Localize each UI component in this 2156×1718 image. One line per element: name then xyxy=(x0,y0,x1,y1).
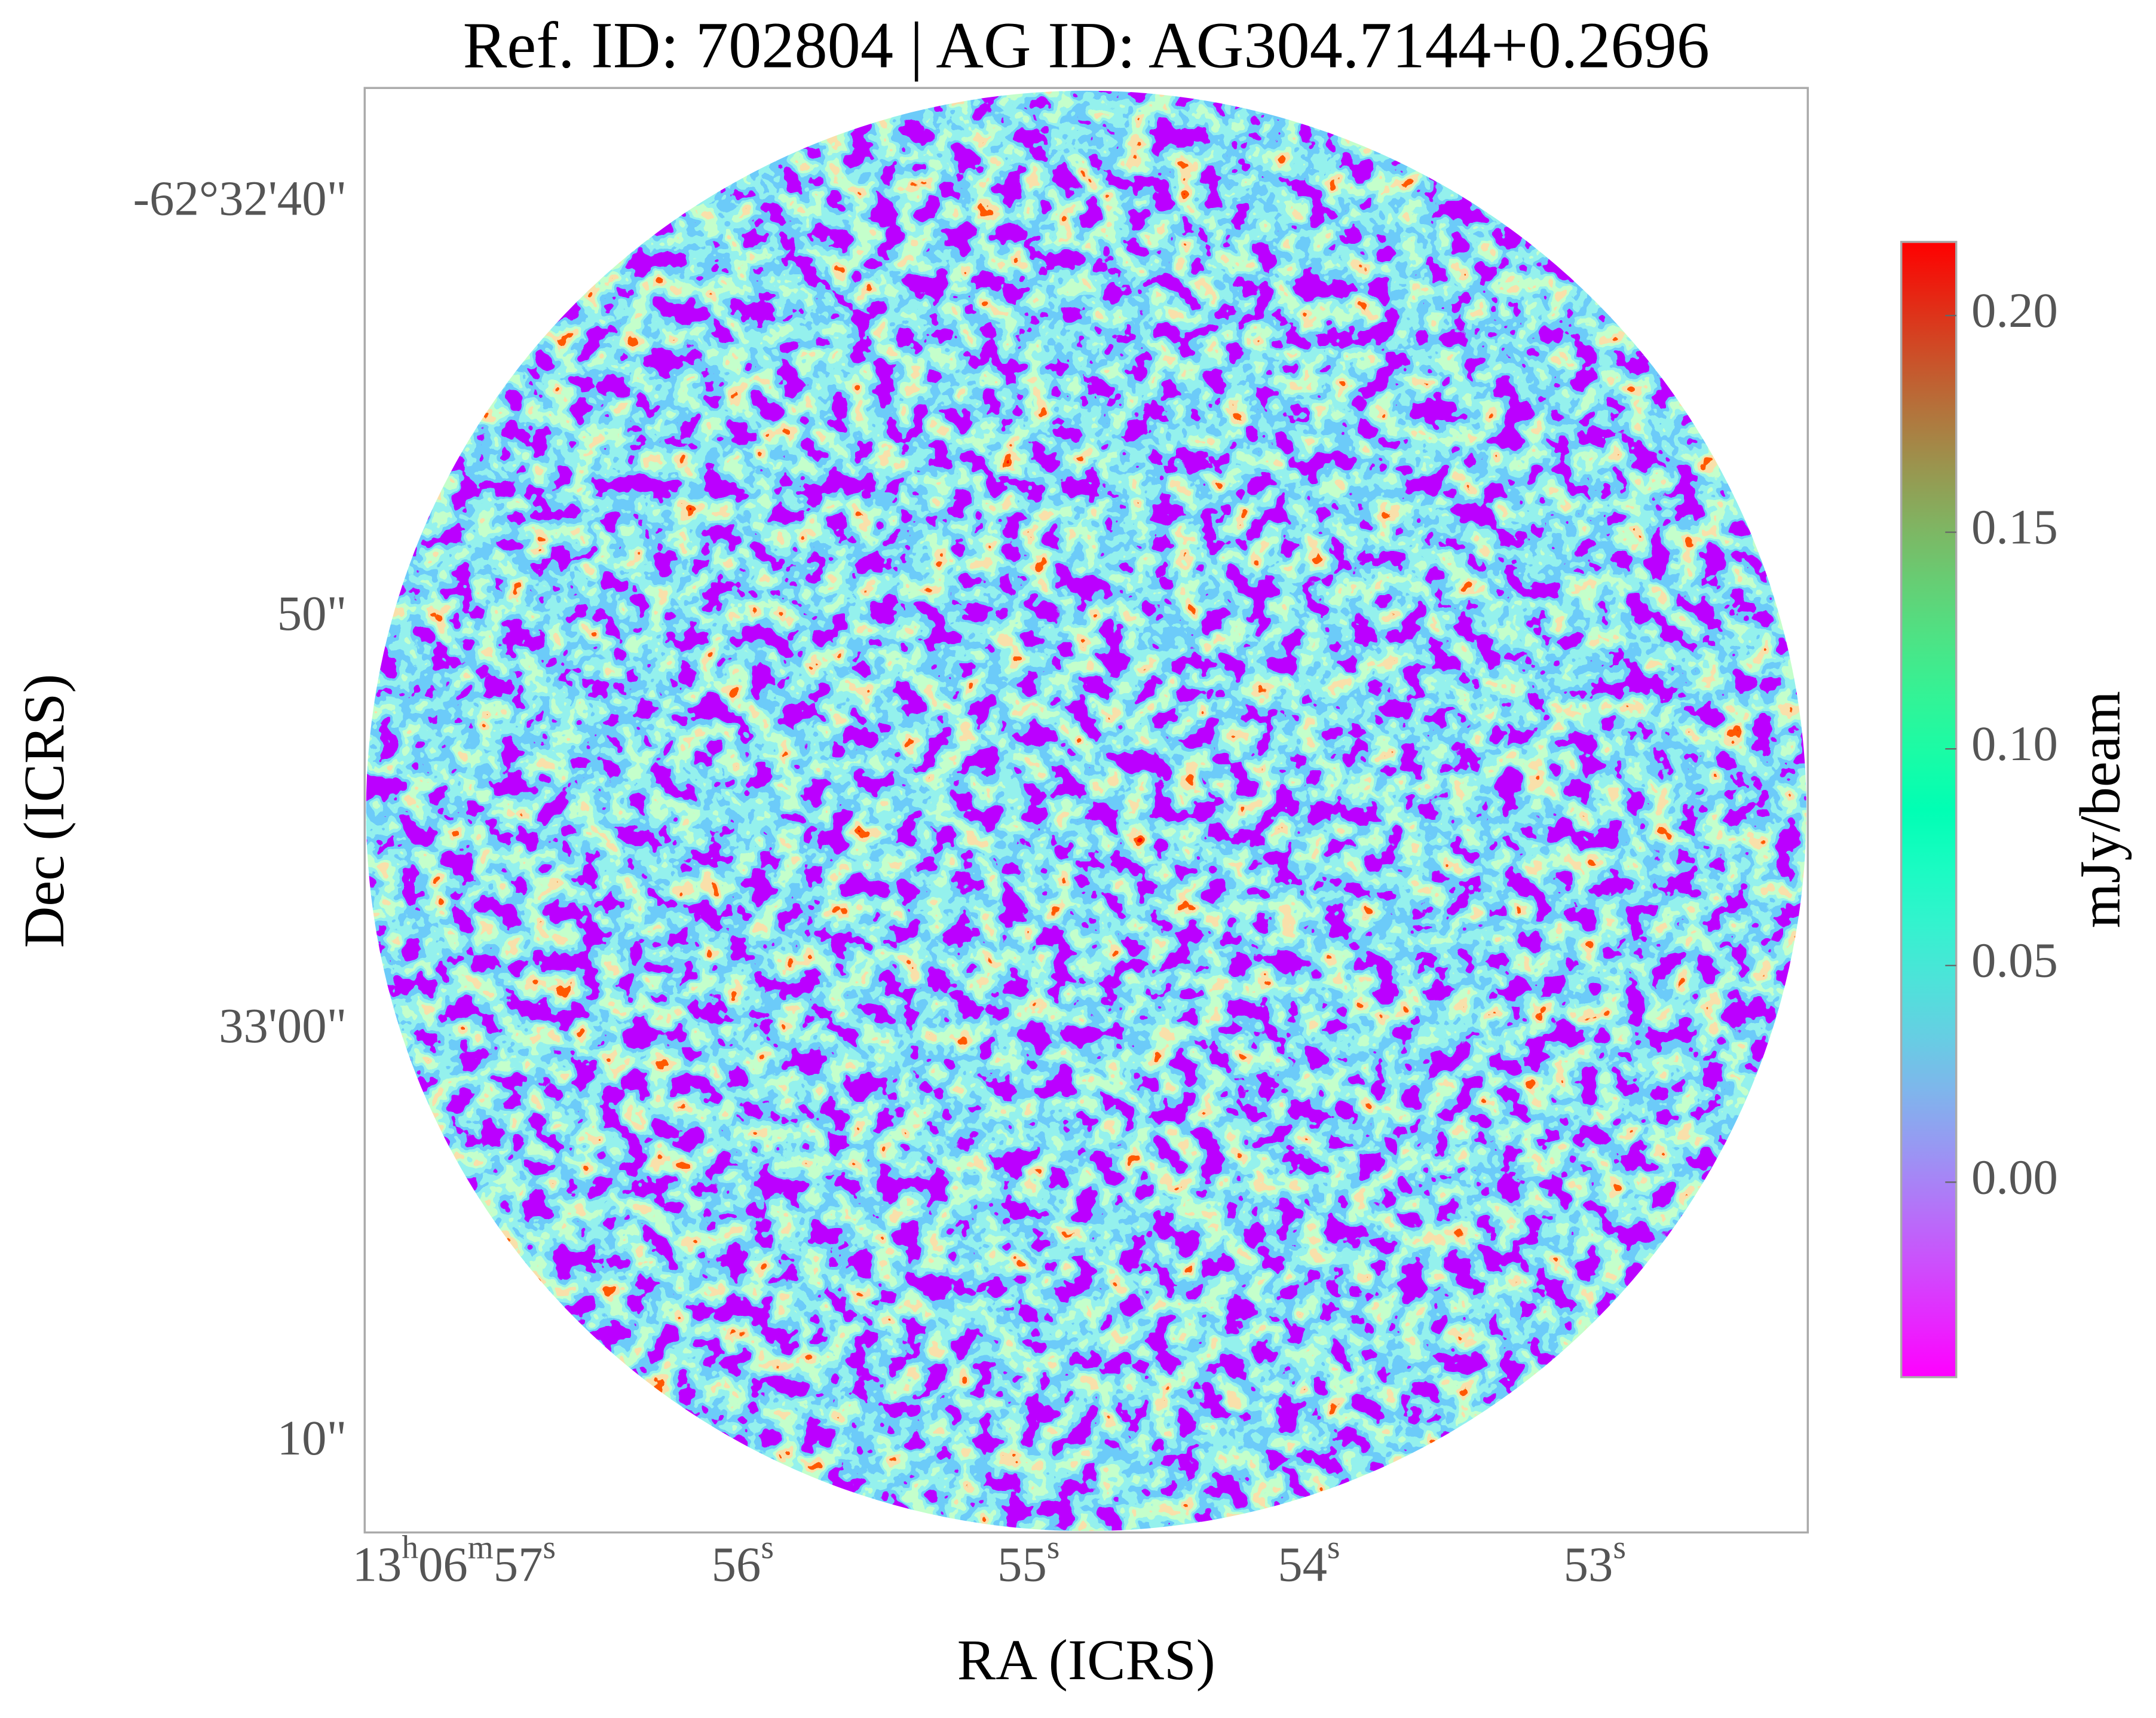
y-tick-label: 33'00" xyxy=(219,998,347,1053)
colorbar-tick-label: 0.10 xyxy=(1971,716,2058,771)
x-axis-label: RA (ICRS) xyxy=(957,1628,1215,1692)
y-axis-label: Dec (ICRS) xyxy=(12,674,76,948)
x-tick-label: 56s​ xyxy=(712,1529,774,1592)
x-tick-label: 55s​ xyxy=(997,1529,1059,1592)
colorbar-tick-label: 0.05 xyxy=(1971,933,2058,988)
y-tick-label: -62°32'40" xyxy=(133,170,347,225)
chart-title: Ref. ID: 702804 | AG ID: AG304.7144+0.26… xyxy=(463,9,1710,82)
x-tick-label: 54s​ xyxy=(1278,1529,1340,1592)
noise-image xyxy=(366,90,1806,1532)
colorbar-label: mJy/beam xyxy=(2068,691,2132,928)
y-tick-label: 50" xyxy=(277,586,347,641)
colorbar xyxy=(1900,241,1958,1379)
image-disk xyxy=(366,90,1806,1532)
x-tick-label: 13h​06m​57s​ xyxy=(353,1529,556,1592)
colorbar-tick-label: 0.00 xyxy=(1971,1149,2058,1204)
y-tick-label: 10" xyxy=(277,1410,347,1465)
colorbar-tick-label: 0.15 xyxy=(1971,500,2058,555)
colorbar-tick-label: 0.20 xyxy=(1971,283,2058,338)
x-tick-label: 53s​ xyxy=(1564,1529,1626,1592)
